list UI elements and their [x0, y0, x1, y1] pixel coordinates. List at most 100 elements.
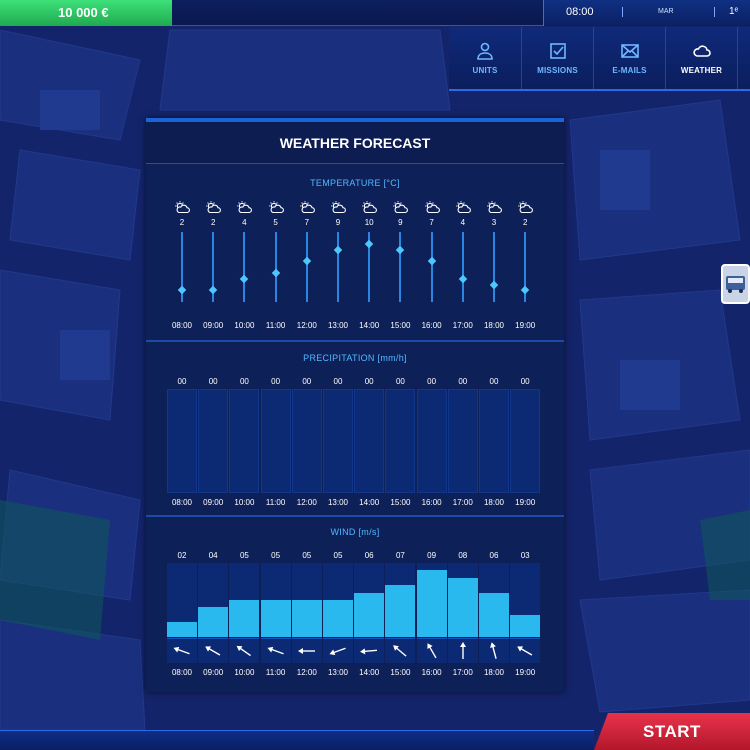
person-icon [477, 42, 493, 60]
wind-bar[interactable] [510, 614, 541, 637]
precipitation-bar[interactable] [416, 389, 447, 493]
temperature-value: 4 [460, 218, 466, 227]
partly-cloudy-sun-icon [385, 200, 415, 219]
temperature-marker[interactable] [333, 245, 343, 254]
wind-bar[interactable] [198, 607, 229, 637]
wind-bar[interactable] [447, 577, 478, 637]
wind-direction [323, 638, 353, 663]
nav-emails[interactable]: E-MAILS [593, 27, 665, 89]
wind-direction [229, 638, 260, 663]
wind-bar[interactable] [291, 600, 322, 637]
vehicle-marker[interactable] [721, 264, 750, 304]
nav-emails-label: E-MAILS [612, 66, 647, 75]
wind-direction [416, 638, 447, 663]
wind-bar[interactable] [229, 600, 260, 637]
wind-direction [447, 638, 478, 663]
sun-cloud-glyph [299, 201, 315, 214]
wind-value: 06 [364, 551, 374, 560]
temperature-value: 9 [335, 218, 341, 227]
precipitation-bar[interactable] [291, 389, 322, 493]
temperature-marker[interactable] [520, 286, 530, 295]
hour-label: 15:00 [390, 668, 411, 677]
checkbox-icon [549, 43, 566, 59]
hour-label: 12:00 [296, 321, 317, 330]
money-balance: 10 000 € [0, 0, 172, 26]
wind-bar[interactable] [260, 600, 291, 637]
main-nav: UNITS MISSIONS E-MAILS WEATHER [449, 27, 750, 91]
temperature-value: 3 [491, 218, 497, 227]
temperature-marker[interactable] [240, 274, 249, 283]
nav-missions[interactable]: MISSIONS [521, 27, 593, 89]
hour-label: 17:00 [452, 321, 473, 330]
wind-bar[interactable] [385, 585, 416, 637]
nav-missions-label: MISSIONS [537, 66, 578, 75]
start-button[interactable]: START [594, 713, 750, 750]
hour-label: 13:00 [327, 498, 349, 507]
sun-cloud-glyph [206, 201, 222, 214]
hour-label: 12:00 [296, 498, 317, 507]
precipitation-bar[interactable] [323, 389, 353, 493]
wind-section: WIND [m/s] 02 08:00 04 09:00 05 10:00 05 11:00 0… [146, 527, 564, 697]
precipitation-bar[interactable] [167, 389, 197, 493]
temperature-marker[interactable] [208, 286, 218, 295]
wind-value: 06 [489, 551, 499, 560]
wind-bar[interactable] [167, 622, 197, 637]
nav-units[interactable]: UNITS [449, 27, 521, 89]
clock-day: MAR [658, 8, 674, 15]
hour-label: 18:00 [483, 321, 505, 330]
temperature-marker[interactable] [427, 256, 436, 266]
wind-bar[interactable] [416, 570, 447, 637]
precipitation-value: 00 [489, 377, 499, 386]
precipitation-bar[interactable] [447, 389, 478, 493]
wind-bar[interactable] [354, 592, 385, 637]
hour-label: 11:00 [265, 321, 286, 330]
nav-weather[interactable]: WEATHER [665, 27, 737, 89]
partly-cloudy-sun-icon [198, 200, 228, 219]
temperature-marker[interactable] [489, 280, 499, 289]
hour-label: 12:00 [296, 668, 317, 677]
wind-arrow-icon [517, 646, 533, 656]
sun-cloud-glyph [393, 201, 409, 214]
precipitation-bar[interactable] [479, 389, 509, 493]
temperature-marker[interactable] [364, 239, 374, 248]
temperature-marker[interactable] [271, 268, 280, 278]
precipitation-value: 00 [271, 377, 281, 386]
wind-value: 07 [395, 551, 405, 560]
wind-arrow-icon [426, 643, 437, 659]
temperature-value: 7 [304, 218, 310, 227]
precipitation-title: PRECIPITATION [mm/h] [303, 353, 407, 363]
temperature-marker[interactable] [458, 274, 468, 283]
clock-date: 1ᵉ [729, 6, 739, 17]
temperature-track [305, 232, 308, 302]
wind-value: 05 [239, 551, 249, 560]
precipitation-bar[interactable] [260, 389, 291, 493]
precipitation-bar[interactable] [510, 389, 541, 493]
temperature-value: 5 [273, 218, 278, 227]
temperature-marker[interactable] [177, 286, 187, 295]
sun-cloud-glyph [424, 201, 440, 214]
clock-divider [622, 7, 623, 17]
sun-cloud-glyph [237, 201, 253, 214]
hour-label: 09:00 [203, 321, 224, 330]
partly-cloudy-sun-icon [323, 200, 353, 219]
precipitation-bar[interactable] [385, 389, 416, 493]
temperature-marker[interactable] [396, 245, 405, 254]
wind-title: WIND [m/s] [330, 527, 380, 537]
wind-arrow-icon [393, 645, 407, 657]
hour-label: 09:00 [203, 668, 224, 677]
wind-bar[interactable] [479, 592, 509, 637]
wind-value: 04 [208, 551, 218, 560]
precipitation-bar[interactable] [198, 389, 229, 493]
temperature-marker[interactable] [302, 256, 312, 266]
partly-cloudy-sun-icon [417, 200, 447, 219]
wind-arrow-icon [173, 646, 190, 655]
precipitation-bar[interactable] [229, 389, 260, 493]
bottom-bar [0, 730, 594, 750]
temperature-track [274, 232, 277, 302]
hour-label: 08:00 [171, 668, 193, 677]
hour-label: 11:00 [265, 498, 286, 507]
section-divider [146, 515, 564, 517]
precipitation-value: 00 [364, 377, 374, 386]
wind-bar[interactable] [323, 600, 353, 637]
precipitation-bar[interactable] [354, 389, 385, 493]
